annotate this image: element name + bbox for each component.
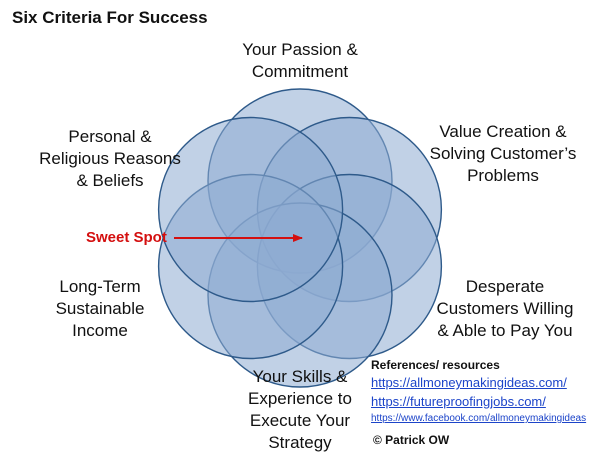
- criterion-line: & Able to Pay You: [437, 321, 573, 340]
- criteria-circle-top-left: [157, 116, 344, 303]
- criterion-personal-beliefs: Personal & Religious Reasons & Beliefs: [25, 126, 195, 192]
- references-heading: References/ resources: [371, 358, 500, 372]
- criterion-line: Commitment: [251, 62, 349, 81]
- copyright-notice: © Patrick OW: [373, 433, 450, 447]
- criterion-line: Sustainable: [55, 299, 145, 318]
- criterion-skills-experience: Your Skills & Experience to Execute Your…: [210, 366, 390, 454]
- criterion-line: Your Passion &: [242, 40, 358, 59]
- reference-link-facebook[interactable]: https://www.facebook.com/allmoneymakingi…: [371, 413, 587, 424]
- page-title: Six Criteria For Success: [12, 8, 208, 27]
- criterion-passion-commitment: Your Passion & Commitment: [210, 39, 390, 83]
- criterion-line: Religious Reasons: [39, 149, 181, 168]
- criterion-line: Value Creation &: [439, 122, 567, 141]
- criterion-desperate-customers: Desperate Customers Willing & Able to Pa…: [420, 276, 590, 342]
- criterion-sustainable-income: Long-Term Sustainable Income: [30, 276, 170, 342]
- criterion-value-creation: Value Creation & Solving Customer’s Prob…: [418, 121, 588, 187]
- criterion-line: Experience to: [248, 389, 352, 408]
- criteria-circles: [157, 88, 443, 388]
- criterion-line: Customers Willing: [436, 299, 574, 318]
- criterion-line: Personal &: [68, 127, 152, 146]
- criterion-line: Income: [72, 321, 128, 340]
- reference-link-futureproofingjobs[interactable]: https://futureproofingjobs.com/: [371, 394, 546, 409]
- references-block: References/ resources https://allmoneyma…: [371, 357, 599, 426]
- criterion-line: Strategy: [268, 433, 332, 452]
- criterion-line: Desperate: [465, 277, 545, 296]
- criterion-line: Solving Customer’s: [429, 144, 577, 163]
- reference-link-allmoneymakingideas[interactable]: https://allmoneymakingideas.com/: [371, 375, 567, 390]
- criterion-line: & Beliefs: [76, 171, 144, 190]
- criterion-line: Your Skills &: [252, 367, 348, 386]
- criterion-line: Problems: [467, 166, 539, 185]
- criterion-line: Execute Your: [249, 411, 351, 430]
- criterion-line: Long-Term: [59, 277, 141, 296]
- sweet-spot-label: Sweet Spot: [86, 229, 167, 246]
